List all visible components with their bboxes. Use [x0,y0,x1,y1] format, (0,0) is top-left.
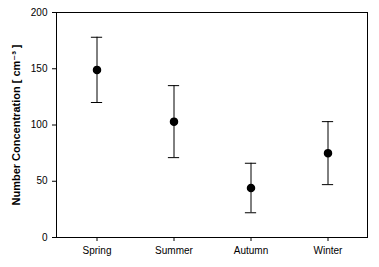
svg-text:100: 100 [31,119,48,130]
svg-text:50: 50 [36,175,48,186]
svg-text:0: 0 [42,232,48,243]
svg-text:Autumn: Autumn [234,245,268,256]
svg-text:150: 150 [31,63,48,74]
svg-text:Summer: Summer [155,245,193,256]
svg-text:Winter: Winter [314,245,344,256]
svg-text:Spring: Spring [83,245,112,256]
svg-text:200: 200 [31,7,48,18]
svg-text:Number Concentration [ cm⁻³ ]: Number Concentration [ cm⁻³ ] [10,44,22,205]
